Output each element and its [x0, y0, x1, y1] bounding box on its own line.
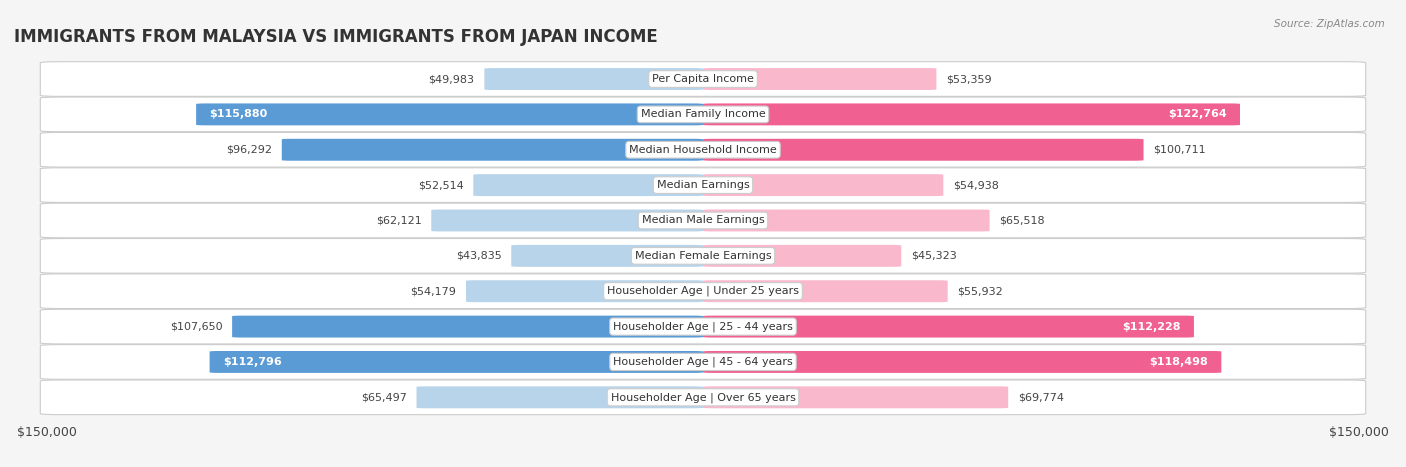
- Text: Householder Age | 25 - 44 years: Householder Age | 25 - 44 years: [613, 321, 793, 332]
- Text: $54,938: $54,938: [953, 180, 1000, 190]
- Text: $118,498: $118,498: [1150, 357, 1208, 367]
- Text: Source: ZipAtlas.com: Source: ZipAtlas.com: [1274, 19, 1385, 28]
- Text: Median Household Income: Median Household Income: [628, 145, 778, 155]
- FancyBboxPatch shape: [703, 245, 901, 267]
- FancyBboxPatch shape: [703, 68, 936, 90]
- Text: $65,497: $65,497: [361, 392, 406, 402]
- FancyBboxPatch shape: [195, 103, 703, 125]
- FancyBboxPatch shape: [41, 168, 1365, 203]
- FancyBboxPatch shape: [41, 380, 1365, 415]
- Text: $69,774: $69,774: [1018, 392, 1064, 402]
- FancyBboxPatch shape: [703, 386, 1008, 408]
- Text: Householder Age | Under 25 years: Householder Age | Under 25 years: [607, 286, 799, 297]
- FancyBboxPatch shape: [703, 351, 1222, 373]
- FancyBboxPatch shape: [465, 280, 703, 302]
- Text: Householder Age | 45 - 64 years: Householder Age | 45 - 64 years: [613, 357, 793, 367]
- Text: $65,518: $65,518: [1000, 215, 1045, 226]
- Text: $100,711: $100,711: [1153, 145, 1206, 155]
- FancyBboxPatch shape: [703, 280, 948, 302]
- FancyBboxPatch shape: [41, 62, 1365, 96]
- Text: Householder Age | Over 65 years: Householder Age | Over 65 years: [610, 392, 796, 403]
- FancyBboxPatch shape: [232, 316, 703, 338]
- Text: $45,323: $45,323: [911, 251, 957, 261]
- FancyBboxPatch shape: [281, 139, 703, 161]
- FancyBboxPatch shape: [41, 97, 1365, 132]
- FancyBboxPatch shape: [41, 345, 1365, 379]
- Text: $112,796: $112,796: [222, 357, 281, 367]
- Text: Median Male Earnings: Median Male Earnings: [641, 215, 765, 226]
- FancyBboxPatch shape: [703, 103, 1240, 125]
- Text: $96,292: $96,292: [226, 145, 271, 155]
- FancyBboxPatch shape: [432, 210, 703, 232]
- Text: IMMIGRANTS FROM MALAYSIA VS IMMIGRANTS FROM JAPAN INCOME: IMMIGRANTS FROM MALAYSIA VS IMMIGRANTS F…: [14, 28, 658, 46]
- Text: $53,359: $53,359: [946, 74, 991, 84]
- Text: $52,514: $52,514: [418, 180, 464, 190]
- FancyBboxPatch shape: [484, 68, 703, 90]
- FancyBboxPatch shape: [41, 239, 1365, 273]
- FancyBboxPatch shape: [41, 133, 1365, 167]
- Text: $112,228: $112,228: [1122, 322, 1181, 332]
- Text: Median Family Income: Median Family Income: [641, 109, 765, 120]
- FancyBboxPatch shape: [703, 210, 990, 232]
- FancyBboxPatch shape: [703, 174, 943, 196]
- Text: $115,880: $115,880: [209, 109, 267, 120]
- Text: $55,932: $55,932: [957, 286, 1004, 296]
- FancyBboxPatch shape: [41, 309, 1365, 344]
- FancyBboxPatch shape: [41, 274, 1365, 309]
- FancyBboxPatch shape: [416, 386, 703, 408]
- FancyBboxPatch shape: [41, 203, 1365, 238]
- FancyBboxPatch shape: [703, 316, 1194, 338]
- FancyBboxPatch shape: [209, 351, 703, 373]
- FancyBboxPatch shape: [703, 139, 1143, 161]
- Text: $43,835: $43,835: [456, 251, 502, 261]
- Text: $107,650: $107,650: [170, 322, 222, 332]
- Text: Median Female Earnings: Median Female Earnings: [634, 251, 772, 261]
- Text: $54,179: $54,179: [411, 286, 456, 296]
- Text: $122,764: $122,764: [1168, 109, 1227, 120]
- Text: $62,121: $62,121: [375, 215, 422, 226]
- Text: Median Earnings: Median Earnings: [657, 180, 749, 190]
- Text: Per Capita Income: Per Capita Income: [652, 74, 754, 84]
- FancyBboxPatch shape: [512, 245, 703, 267]
- FancyBboxPatch shape: [474, 174, 703, 196]
- Text: $49,983: $49,983: [429, 74, 474, 84]
